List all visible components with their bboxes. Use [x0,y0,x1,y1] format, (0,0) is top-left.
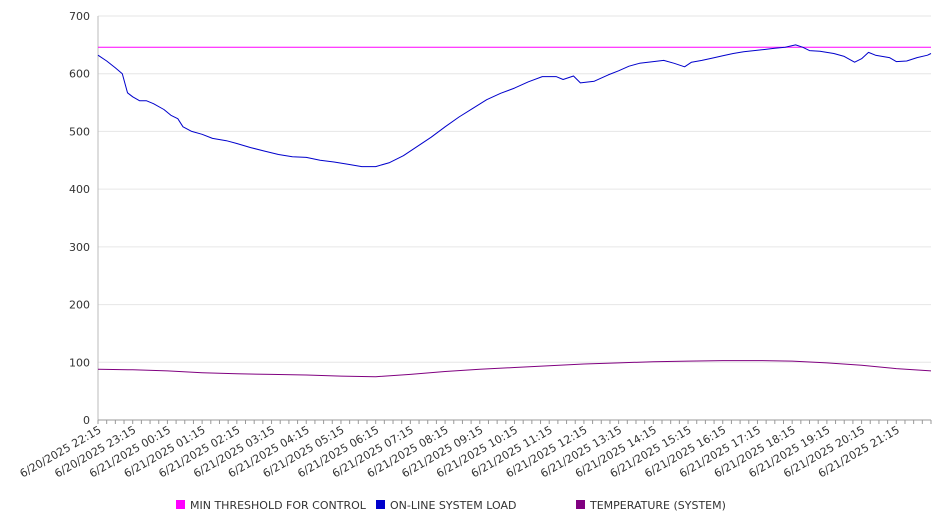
legend-swatch [376,500,385,509]
y-tick-label: 100 [69,356,90,369]
gridlines [98,15,931,363]
y-tick-label: 300 [69,241,90,254]
y-tick-label: 400 [69,183,90,196]
legend: MIN THRESHOLD FOR CONTROL ON-LINE SYSTEM … [176,499,726,512]
y-tick-label: 500 [69,125,90,138]
series-lines [97,44,932,378]
y-tick-label: 0 [83,414,90,427]
series-line-1 [97,44,932,168]
legend-label: MIN THRESHOLD FOR CONTROL [190,499,367,512]
legend-swatch [176,500,185,509]
legend-label: ON-LINE SYSTEM LOAD [390,499,516,512]
legend-swatch [576,500,585,509]
y-tick-label: 700 [69,10,90,23]
y-tick-label: 200 [69,299,90,312]
series-line-2 [97,360,932,378]
y-tick-label: 600 [69,68,90,81]
legend-label: TEMPERATURE (SYSTEM) [589,499,726,512]
